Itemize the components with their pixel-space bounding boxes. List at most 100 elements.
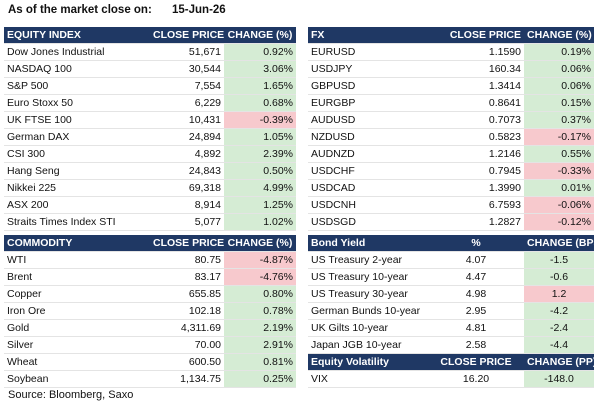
- row-change: 4.99%: [224, 179, 296, 197]
- bond-rows: US Treasury 2-year 4.07 -1.5 US Treasury 10…: [308, 251, 594, 354]
- table-row: German Bunds 10-year 2.95 -4.2: [308, 302, 594, 320]
- table-row: NZDUSD 0.5823 -0.17%: [308, 128, 594, 146]
- row-name: EURUSD: [308, 43, 428, 61]
- row-change: -4.4: [524, 336, 594, 354]
- fx-col-change: CHANGE (%): [524, 27, 594, 44]
- row-change: 3.06%: [224, 60, 296, 78]
- bond-table: Bond Yield % CHANGE (BPS) US Treasury 2-…: [308, 235, 594, 388]
- table-row: AUDUSD 0.7073 0.37%: [308, 111, 594, 129]
- equity-header-row: EQUITY INDEX CLOSE PRICE CHANGE (%): [4, 27, 296, 44]
- row-value: 2.95: [428, 302, 524, 320]
- row-value: 69,318: [150, 179, 224, 197]
- row-value: 24,843: [150, 162, 224, 180]
- row-value: 4.98: [428, 285, 524, 303]
- row-name: German Bunds 10-year: [308, 302, 428, 320]
- row-value: 600.50: [150, 353, 224, 371]
- table-row: VIX 16.20 -148.0: [308, 370, 594, 388]
- row-value: 6.7593: [428, 196, 524, 214]
- report-header: As of the market close on: 15-Jun-26: [8, 4, 226, 16]
- volatility-col-change: CHANGE (PP): [524, 353, 594, 371]
- table-row: EURUSD 1.1590 0.19%: [308, 43, 594, 61]
- row-change: 0.37%: [524, 111, 594, 129]
- table-row: Euro Stoxx 50 6,229 0.68%: [4, 94, 296, 112]
- row-value: 80.75: [150, 251, 224, 269]
- row-change: 0.25%: [224, 370, 296, 388]
- equity-panel: EQUITY INDEX CLOSE PRICE CHANGE (%) Dow …: [4, 27, 296, 231]
- row-name: AUDNZD: [308, 145, 428, 163]
- row-change: -0.06%: [524, 196, 594, 214]
- fx-col-name: FX: [308, 27, 428, 44]
- row-name: Straits Times Index STI: [4, 213, 150, 231]
- table-row: USDJPY 160.34 0.06%: [308, 60, 594, 78]
- row-value: 1.3990: [428, 179, 524, 197]
- commodity-col-change: CHANGE (%): [224, 235, 296, 252]
- as-of-date: 15-Jun-26: [172, 4, 226, 16]
- table-row: Soybean 1,134.75 0.25%: [4, 370, 296, 388]
- fx-col-price: CLOSE PRICE: [428, 27, 524, 44]
- row-change: -0.12%: [524, 213, 594, 231]
- row-value: 10,431: [150, 111, 224, 129]
- row-name: Copper: [4, 285, 150, 303]
- commodity-table: COMMODITY CLOSE PRICE CHANGE (%) WTI 80.7…: [4, 235, 296, 388]
- row-value: 83.17: [150, 268, 224, 286]
- row-change: 2.19%: [224, 319, 296, 337]
- table-row: USDSGD 1.2827 -0.12%: [308, 213, 594, 231]
- table-row: Gold 4,311.69 2.19%: [4, 319, 296, 337]
- table-row: Straits Times Index STI 5,077 1.02%: [4, 213, 296, 231]
- row-change: -148.0: [524, 370, 594, 388]
- row-name: Hang Seng: [4, 162, 150, 180]
- row-name: German DAX: [4, 128, 150, 146]
- row-name: US Treasury 30-year: [308, 285, 428, 303]
- commodity-col-name: COMMODITY: [4, 235, 150, 252]
- row-value: 0.7073: [428, 111, 524, 129]
- table-row: US Treasury 2-year 4.07 -1.5: [308, 251, 594, 269]
- table-row: USDCAD 1.3990 0.01%: [308, 179, 594, 197]
- table-row: UK Gilts 10-year 4.81 -2.4: [308, 319, 594, 337]
- commodity-panel: COMMODITY CLOSE PRICE CHANGE (%) WTI 80.7…: [4, 235, 296, 388]
- source-note: Source: Bloomberg, Saxo: [8, 389, 134, 401]
- row-name: NZDUSD: [308, 128, 428, 146]
- bond-col-change: CHANGE (BPS): [524, 235, 594, 252]
- row-value: 160.34: [428, 60, 524, 78]
- row-change: 0.06%: [524, 60, 594, 78]
- bond-panel: Bond Yield % CHANGE (BPS) US Treasury 2-…: [308, 235, 594, 388]
- row-name: US Treasury 2-year: [308, 251, 428, 269]
- row-change: 0.06%: [524, 77, 594, 95]
- row-change: 1.65%: [224, 77, 296, 95]
- table-row: Nikkei 225 69,318 4.99%: [4, 179, 296, 197]
- row-change: -0.6: [524, 268, 594, 286]
- volatility-rows: VIX 16.20 -148.0: [308, 370, 594, 388]
- table-row: US Treasury 10-year 4.47 -0.6: [308, 268, 594, 286]
- equity-rows: Dow Jones Industrial 51,671 0.92% NASDAQ 10…: [4, 43, 296, 231]
- row-change: -0.33%: [524, 162, 594, 180]
- row-change: 1.05%: [224, 128, 296, 146]
- row-value: 1.3414: [428, 77, 524, 95]
- commodity-header-row: COMMODITY CLOSE PRICE CHANGE (%): [4, 235, 296, 252]
- commodity-rows: WTI 80.75 -4.87% Brent 83.17 -4.76% Copper 655.…: [4, 251, 296, 388]
- row-value: 8,914: [150, 196, 224, 214]
- row-value: 51,671: [150, 43, 224, 61]
- table-row: Silver 70.00 2.91%: [4, 336, 296, 354]
- row-change: -4.2: [524, 302, 594, 320]
- row-value: 1.2827: [428, 213, 524, 231]
- row-value: 4,311.69: [150, 319, 224, 337]
- row-name: Euro Stoxx 50: [4, 94, 150, 112]
- table-row: US Treasury 30-year 4.98 1.2: [308, 285, 594, 303]
- row-change: 0.50%: [224, 162, 296, 180]
- row-change: -0.39%: [224, 111, 296, 129]
- row-change: 2.39%: [224, 145, 296, 163]
- fx-rows: EURUSD 1.1590 0.19% USDJPY 160.34 0.06% GBPUSD…: [308, 43, 594, 231]
- fx-panel: FX CLOSE PRICE CHANGE (%) EURUSD 1.1590 0.…: [308, 27, 594, 231]
- row-change: 0.68%: [224, 94, 296, 112]
- row-change: -4.87%: [224, 251, 296, 269]
- row-name: UK Gilts 10-year: [308, 319, 428, 337]
- bond-col-name: Bond Yield: [308, 235, 428, 252]
- table-row: EURGBP 0.8641 0.15%: [308, 94, 594, 112]
- table-row: Dow Jones Industrial 51,671 0.92%: [4, 43, 296, 61]
- row-value: 30,544: [150, 60, 224, 78]
- bond-col-yield: %: [428, 235, 524, 252]
- table-row: WTI 80.75 -4.87%: [4, 251, 296, 269]
- table-row: Copper 655.85 0.80%: [4, 285, 296, 303]
- table-row: S&P 500 7,554 1.65%: [4, 77, 296, 95]
- row-name: USDCAD: [308, 179, 428, 197]
